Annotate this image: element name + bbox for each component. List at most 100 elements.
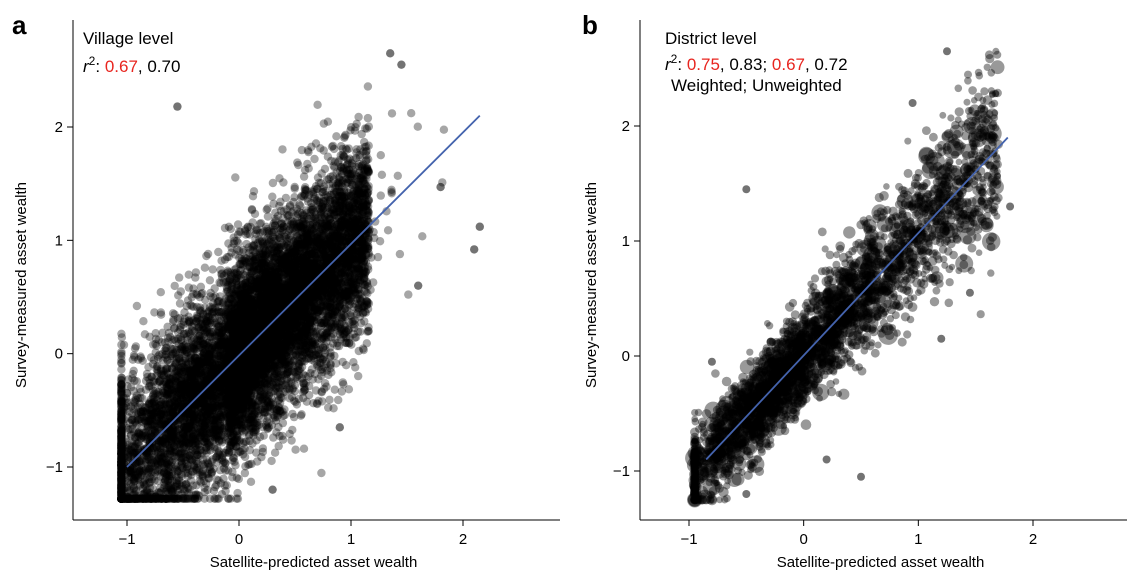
- scatter-point: [317, 468, 326, 478]
- scatter-point: [245, 334, 254, 343]
- scatter-point: [383, 226, 393, 235]
- scatter-point: [214, 247, 223, 257]
- scatter-point: [239, 397, 249, 406]
- scatter-point: [297, 328, 306, 337]
- scatter-point: [355, 180, 364, 190]
- scatter-point: [281, 305, 291, 315]
- scatter-point: [258, 347, 267, 356]
- scatter-point: [173, 403, 183, 413]
- scatter-point: [117, 494, 126, 503]
- scatter-point: [270, 362, 279, 371]
- scatter-point: [207, 406, 216, 416]
- scatter-point: [256, 368, 265, 377]
- scatter-point: [289, 206, 298, 215]
- scatter-point: [338, 216, 348, 225]
- scatter-point: [260, 272, 270, 281]
- scatter-point: [310, 335, 320, 344]
- scatter-point: [117, 494, 126, 503]
- scatter-point: [224, 382, 234, 391]
- scatter-point: [354, 290, 363, 299]
- scatter-point: [231, 414, 241, 423]
- scatter-point: [313, 281, 322, 291]
- scatter-point: [216, 393, 226, 402]
- scatter-point: [196, 364, 206, 374]
- scatter-point: [335, 302, 345, 311]
- scatter-point: [310, 154, 319, 164]
- scatter-point: [218, 322, 227, 331]
- scatter-point: [293, 314, 303, 323]
- scatter-point: [207, 367, 216, 376]
- scatter-point: [234, 341, 243, 351]
- scatter-point: [259, 370, 268, 379]
- scatter-point: [203, 403, 212, 412]
- scatter-point: [292, 241, 301, 250]
- scatter-point: [305, 211, 315, 220]
- scatter-point: [117, 494, 126, 503]
- scatter-point: [261, 295, 271, 305]
- scatter-point: [309, 399, 318, 408]
- scatter-point: [140, 494, 149, 503]
- scatter-point: [200, 419, 210, 428]
- scatter-point: [130, 448, 140, 457]
- scatter-point: [207, 365, 216, 375]
- scatter-point: [205, 387, 214, 396]
- scatter-point: [215, 328, 224, 337]
- scatter-point: [125, 468, 134, 477]
- scatter-point: [120, 494, 129, 503]
- scatter-point: [236, 368, 246, 378]
- scatter-point: [188, 379, 197, 389]
- scatter-point: [144, 453, 153, 462]
- scatter-point: [290, 184, 299, 193]
- scatter-point: [240, 314, 249, 323]
- scatter-point: [354, 180, 363, 189]
- scatter-point: [270, 367, 279, 376]
- scatter-point: [285, 356, 295, 366]
- scatter-point: [360, 302, 369, 311]
- scatter-point: [121, 434, 130, 443]
- scatter-point: [314, 315, 323, 325]
- scatter-point: [364, 122, 373, 131]
- scatter-point: [224, 448, 233, 457]
- scatter-point: [306, 301, 315, 310]
- scatter-point: [214, 381, 223, 391]
- scatter-point: [246, 337, 255, 347]
- scatter-point: [228, 327, 237, 336]
- scatter-point: [150, 401, 160, 411]
- scatter-point: [205, 312, 214, 322]
- scatter-point: [117, 464, 126, 473]
- scatter-point: [305, 261, 314, 271]
- scatter-point: [299, 444, 309, 453]
- scatter-point: [339, 311, 349, 320]
- scatter-point: [126, 480, 136, 489]
- scatter-point: [201, 401, 210, 411]
- scatter-point: [256, 367, 265, 376]
- scatter-point: [207, 309, 217, 318]
- scatter-point: [117, 444, 126, 453]
- scatter-point: [347, 264, 357, 274]
- scatter-points-a: [117, 49, 484, 503]
- scatter-point: [229, 387, 238, 397]
- scatter-point: [175, 425, 184, 434]
- scatter-point: [224, 292, 233, 301]
- scatter-point: [336, 270, 345, 279]
- scatter-point: [176, 462, 186, 471]
- scatter-point: [189, 494, 198, 503]
- scatter-point: [228, 375, 237, 384]
- scatter-point: [235, 311, 244, 321]
- scatter-point: [363, 113, 373, 123]
- scatter-point: [316, 204, 325, 213]
- scatter-point: [194, 440, 203, 449]
- scatter-point: [335, 199, 344, 208]
- scatter-point: [227, 356, 236, 366]
- scatter-point: [151, 492, 160, 501]
- scatter-point: [228, 344, 237, 353]
- scatter-point: [146, 353, 156, 362]
- scatter-point: [232, 268, 241, 277]
- scatter-point: [297, 316, 306, 325]
- scatter-point: [317, 235, 326, 244]
- scatter-point: [235, 404, 245, 414]
- scatter-point: [161, 476, 170, 486]
- scatter-point: [340, 133, 349, 142]
- scatter-point: [281, 359, 290, 368]
- scatter-point: [239, 289, 248, 298]
